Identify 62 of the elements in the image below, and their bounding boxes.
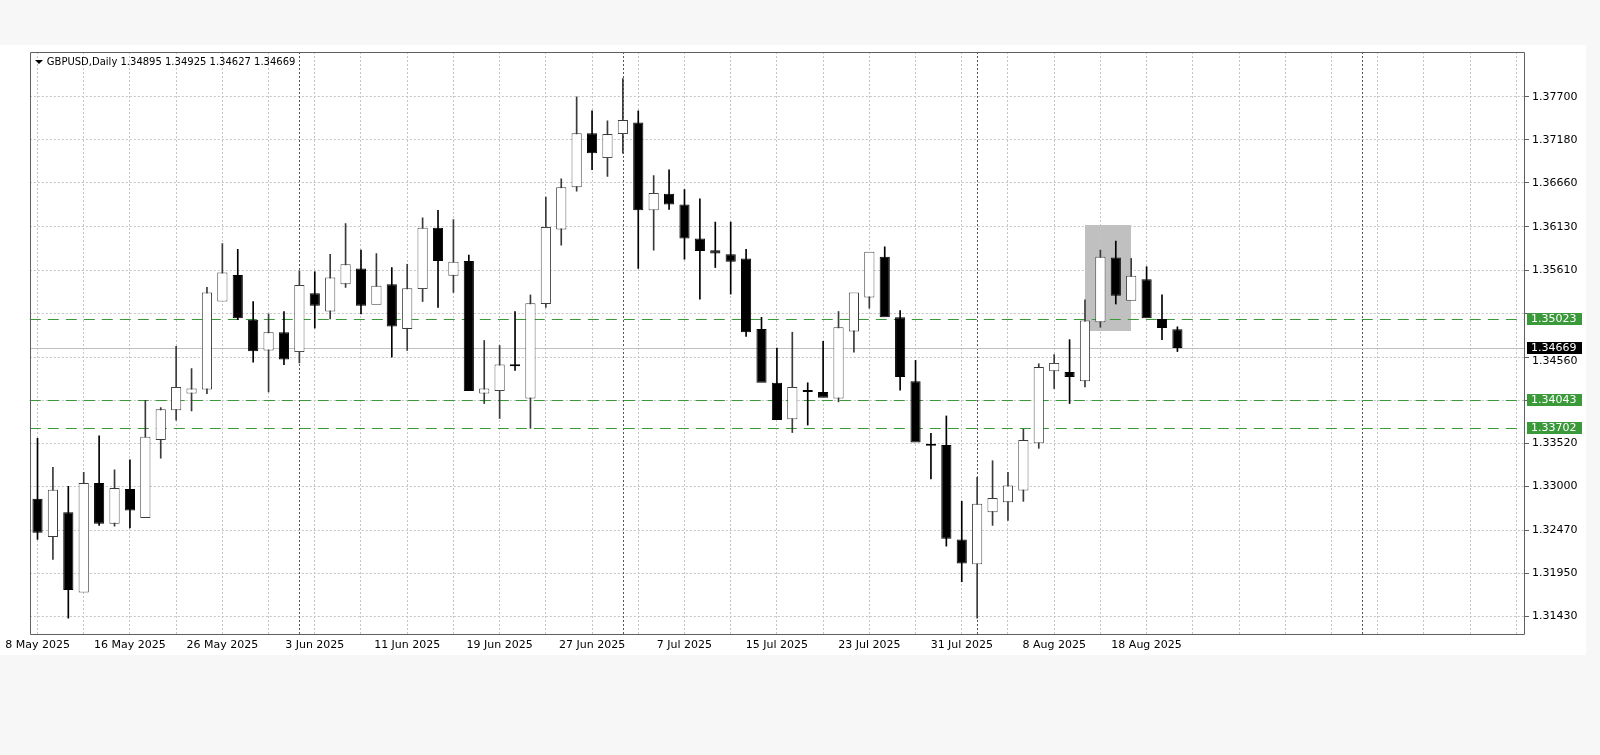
candlestick — [771, 347, 782, 421]
x-tick-label: 7 Jul 2025 — [656, 638, 713, 652]
y-tick-label: 1.34560 — [1532, 353, 1578, 367]
ref-line-label: 1.35023 — [1531, 312, 1577, 326]
x-tick-label: 23 Jul 2025 — [838, 638, 901, 652]
candlestick — [956, 501, 967, 583]
candlestick — [818, 341, 829, 398]
x-tick-label: 11 Jun 2025 — [374, 638, 441, 652]
y-tick-label: 1.36130 — [1532, 219, 1578, 233]
y-tick-label: 1.35610 — [1532, 262, 1578, 276]
candlestick — [741, 248, 752, 337]
candlestick — [278, 311, 290, 365]
candlestick — [432, 210, 444, 308]
candlestick — [248, 301, 259, 363]
x-tick-label: 8 Aug 2025 — [1022, 638, 1086, 652]
x-tick-label: 3 Jun 2025 — [285, 638, 345, 652]
x-tick-label: 15 Jul 2025 — [745, 638, 809, 652]
y-tick-label: 1.32470 — [1532, 523, 1578, 537]
candlestick — [402, 263, 413, 351]
candlestick — [1126, 258, 1137, 301]
candlestick — [463, 254, 474, 392]
y-tick-label: 1.31950 — [1532, 566, 1578, 580]
x-tick-label: 16 May 2025 — [94, 638, 166, 652]
candlestick — [355, 249, 367, 315]
candlestick — [171, 345, 182, 421]
x-tick-label: 18 Aug 2025 — [1111, 638, 1182, 652]
candlestick — [864, 251, 875, 309]
candlestick — [1110, 240, 1121, 305]
y-tick-label: 1.33000 — [1532, 479, 1578, 493]
candlestick — [895, 310, 906, 391]
candlestick — [479, 340, 490, 404]
candlestick — [972, 476, 983, 619]
y-tick-label: 1.31430 — [1532, 609, 1578, 623]
candlestick — [648, 175, 659, 251]
candlestick — [232, 248, 243, 321]
candlestick — [633, 110, 644, 269]
y-tick-label: 1.33520 — [1532, 436, 1578, 450]
candlestick — [725, 221, 736, 295]
y-tick-label: 1.36660 — [1532, 175, 1578, 189]
candlestick — [325, 253, 336, 320]
candlestick — [386, 267, 397, 358]
candlestick — [47, 467, 58, 560]
x-tick-label: 8 May 2025 — [5, 638, 70, 652]
candlestick — [787, 331, 798, 433]
y-tick-label: 1.37180 — [1532, 132, 1578, 146]
candlestick — [78, 472, 89, 593]
candlestick — [586, 110, 598, 171]
candlestick — [94, 435, 105, 526]
ref-line-label: 1.34043 — [1531, 393, 1577, 407]
candlestick — [879, 246, 890, 318]
ref-line-label: 1.33702 — [1531, 421, 1577, 435]
x-tick-label: 31 Jul 2025 — [930, 638, 993, 652]
x-tick-label: 19 Jun 2025 — [466, 638, 533, 652]
candlestick — [848, 292, 860, 353]
chart-title: GBPUSD,Daily 1.34895 1.34925 1.34627 1.34669 — [46, 55, 296, 67]
candlestick — [617, 78, 628, 154]
candlestick — [63, 486, 74, 619]
candlestick — [1049, 354, 1060, 389]
x-tick-label: 27 Jun 2025 — [558, 638, 626, 652]
ref-line-label: 1.34669 — [1531, 341, 1577, 355]
x-tick-label: 26 May 2025 — [186, 638, 259, 652]
y-tick-label: 1.37700 — [1532, 89, 1578, 103]
